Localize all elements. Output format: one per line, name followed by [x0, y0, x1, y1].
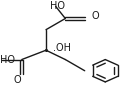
Text: .OH: .OH	[53, 43, 71, 53]
Text: O: O	[91, 11, 99, 21]
Text: O: O	[14, 75, 21, 85]
Text: HO: HO	[50, 1, 65, 11]
Text: HO: HO	[0, 55, 15, 65]
